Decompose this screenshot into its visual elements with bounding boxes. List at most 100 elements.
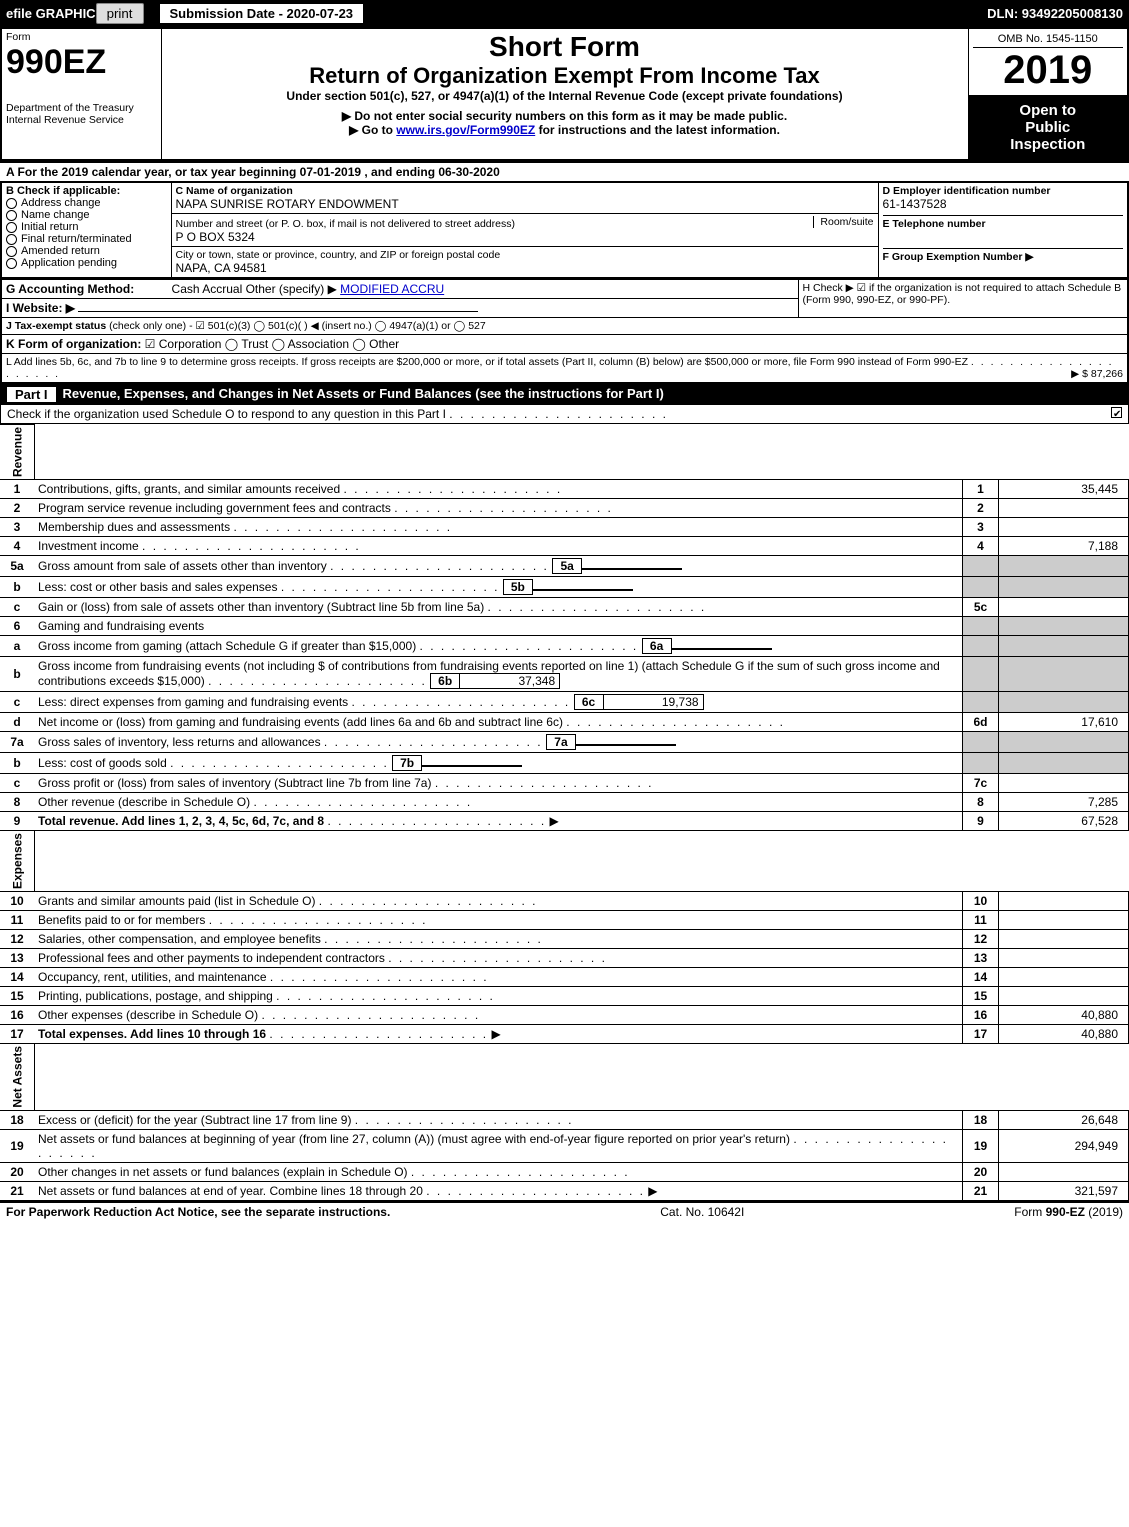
line-number: d [0, 713, 34, 732]
addr-label: Number and street (or P. O. box, if mail… [176, 218, 515, 230]
line-amount [999, 911, 1129, 930]
line-description: Other changes in net assets or fund bala… [34, 1162, 963, 1181]
box-b-item[interactable]: Name change [6, 209, 167, 221]
line-amount [999, 518, 1129, 537]
box-c-name: C Name of organization NAPA SUNRISE ROTA… [171, 183, 878, 214]
part1-bar: Part I Revenue, Expenses, and Changes in… [0, 384, 1129, 405]
box-c-city: City or town, state or province, country… [171, 247, 878, 279]
line-number: b [0, 577, 34, 598]
label-e: E Telephone number [883, 215, 1124, 230]
print-button[interactable]: print [96, 3, 144, 24]
schedule-o-checkbox[interactable] [1111, 407, 1122, 418]
line-row: 16Other expenses (describe in Schedule O… [0, 1006, 1129, 1025]
omb-number: OMB No. 1545-1150 [973, 31, 1124, 48]
line-ref: 2 [963, 499, 999, 518]
line-row: 19Net assets or fund balances at beginni… [0, 1129, 1129, 1162]
line-description: Occupancy, rent, utilities, and maintena… [34, 968, 963, 987]
line-row: 10Grants and similar amounts paid (list … [0, 892, 1129, 911]
box-b-item[interactable]: Final return/terminated [6, 233, 167, 245]
label-c: C Name of organization [176, 185, 874, 197]
open-public-box: Open to Public Inspection [969, 96, 1128, 159]
line-l: L Add lines 5b, 6c, and 7b to line 9 to … [1, 354, 1128, 384]
main-title: Return of Organization Exempt From Incom… [166, 63, 964, 89]
line-k: K Form of organization: ☑ Corporation ◯ … [1, 335, 1128, 354]
form-word: Form [6, 31, 157, 43]
line-ref: 9 [963, 812, 999, 831]
dln-label: DLN: 93492205008130 [987, 6, 1123, 21]
irs-link[interactable]: www.irs.gov/Form990EZ [396, 123, 535, 137]
line-description: Gross sales of inventory, less returns a… [34, 732, 963, 753]
j-label: J Tax-exempt status [6, 320, 106, 332]
line-number: 13 [0, 949, 34, 968]
part1-sub-text: Check if the organization used Schedule … [7, 407, 446, 421]
info-block: B Check if applicable: Address changeNam… [0, 182, 1129, 279]
line-number: 4 [0, 537, 34, 556]
box-b-item[interactable]: Address change [6, 197, 167, 209]
line-number: 11 [0, 911, 34, 930]
label-f: F Group Exemption Number ▶ [883, 248, 1124, 263]
grey-cell [963, 732, 999, 753]
line-amount: 40,880 [999, 1025, 1129, 1044]
box-b-item[interactable]: Amended return [6, 245, 167, 257]
line-amount [999, 968, 1129, 987]
line-description: Gross income from fundraising events (no… [34, 657, 963, 692]
accounting-method-link[interactable]: MODIFIED ACCRU [340, 282, 444, 296]
g-opts: Cash Accrual Other (specify) ▶ [172, 282, 337, 296]
line-number: 21 [0, 1181, 34, 1200]
line-description: Contributions, gifts, grants, and simila… [34, 480, 963, 499]
line-description: Program service revenue including govern… [34, 499, 963, 518]
ghij-block: G Accounting Method: Cash Accrual Other … [0, 279, 1129, 384]
line-description: Gain or (loss) from sale of assets other… [34, 598, 963, 617]
line-number: 1 [0, 480, 34, 499]
box-b-title: B Check if applicable: [6, 185, 167, 197]
line-amount [999, 774, 1129, 793]
line-amount: 35,445 [999, 480, 1129, 499]
line-description: Less: cost of goods sold 7b [34, 753, 963, 774]
expenses-label: Expenses [0, 831, 34, 892]
line-amount [999, 930, 1129, 949]
line-amount [999, 499, 1129, 518]
line-description: Membership dues and assessments [34, 518, 963, 537]
line-description: Investment income [34, 537, 963, 556]
box-def: D Employer identification number 61-1437… [878, 183, 1128, 279]
box-b-item[interactable]: Application pending [6, 257, 167, 269]
efile-label: efile GRAPHIC [6, 6, 96, 21]
line-row: 17Total expenses. Add lines 10 through 1… [0, 1025, 1129, 1044]
box-b: B Check if applicable: Address changeNam… [1, 183, 171, 279]
line-row: 13Professional fees and other payments t… [0, 949, 1129, 968]
line-number: 9 [0, 812, 34, 831]
line-amount: 40,880 [999, 1006, 1129, 1025]
line-number: c [0, 774, 34, 793]
line-number: a [0, 636, 34, 657]
grey-cell [963, 657, 999, 692]
box-c-street: Number and street (or P. O. box, if mail… [171, 214, 878, 247]
line-amount: 321,597 [999, 1181, 1129, 1200]
line-row: 14Occupancy, rent, utilities, and mainte… [0, 968, 1129, 987]
line-number: 7a [0, 732, 34, 753]
form-name: 990EZ [6, 43, 157, 82]
box-b-item[interactable]: Initial return [6, 221, 167, 233]
open2: Public [975, 119, 1122, 136]
line-row: 5aGross amount from sale of assets other… [0, 556, 1129, 577]
line-row: bLess: cost of goods sold 7b [0, 753, 1129, 774]
label-d: D Employer identification number [883, 185, 1124, 197]
open1: Open to [975, 102, 1122, 119]
grey-cell [999, 636, 1129, 657]
line-number: 16 [0, 1006, 34, 1025]
line-row: 11Benefits paid to or for members 11 [0, 911, 1129, 930]
line-row: bLess: cost or other basis and sales exp… [0, 577, 1129, 598]
line-amount: 7,285 [999, 793, 1129, 812]
grey-cell [999, 692, 1129, 713]
i-label: I Website: ▶ [6, 301, 75, 315]
line-j: J Tax-exempt status (check only one) - ☑… [1, 318, 1128, 335]
line-amount: 26,648 [999, 1110, 1129, 1129]
line-row: 21Net assets or fund balances at end of … [0, 1181, 1129, 1200]
line-h: H Check ▶ ☑ if the organization is not r… [798, 280, 1128, 318]
line-number: b [0, 753, 34, 774]
line-row: 18Excess or (deficit) for the year (Subt… [0, 1110, 1129, 1129]
line-number: 8 [0, 793, 34, 812]
part1-lines: Revenue 1Contributions, gifts, grants, a… [0, 424, 1129, 1201]
line-row: aGross income from gaming (attach Schedu… [0, 636, 1129, 657]
line-row: dNet income or (loss) from gaming and fu… [0, 713, 1129, 732]
page-footer: For Paperwork Reduction Act Notice, see … [0, 1201, 1129, 1221]
